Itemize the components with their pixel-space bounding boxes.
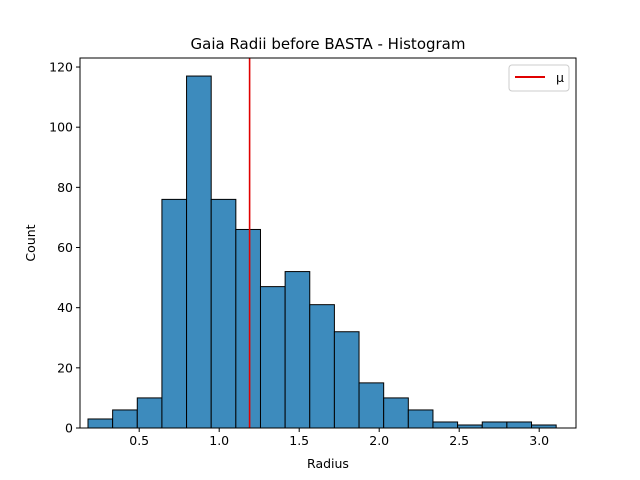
- histogram-bar-16: [481, 421, 508, 429]
- x-tick-label: 2.0: [369, 433, 389, 448]
- histogram-bar-6: [235, 228, 261, 429]
- histogram-bar-13: [407, 409, 434, 429]
- histogram-bar-0: [87, 418, 114, 429]
- x-axis-label: Radius: [307, 456, 349, 471]
- histogram-bar-1: [112, 409, 138, 429]
- chart-title: Gaia Radii before BASTA - Histogram: [191, 35, 466, 53]
- histogram-bar-11: [358, 382, 385, 429]
- y-tick-label: 20: [57, 360, 73, 375]
- y-axis-label: Count: [23, 224, 38, 261]
- y-tick-label: 120: [49, 60, 73, 75]
- legend: μ: [508, 64, 570, 92]
- y-tick-label: 80: [57, 180, 73, 195]
- histogram-bar-5: [210, 198, 237, 429]
- histogram-bar-7: [259, 286, 286, 429]
- y-tick-label: 0: [65, 421, 73, 436]
- histogram-bar-14: [432, 421, 459, 429]
- x-axis-ticks: 0.5 1.0 1.5 2.0 2.5 3.0: [129, 428, 549, 448]
- x-tick-label: 2.5: [449, 433, 469, 448]
- histogram-bar-4: [186, 75, 212, 429]
- histogram-bar-9: [309, 304, 335, 429]
- y-axis-ticks: 0 20 40 60 80 100 120: [49, 60, 80, 436]
- legend-mean-label: μ: [556, 70, 564, 85]
- histogram-bar-17: [506, 421, 533, 429]
- y-tick-label: 60: [57, 240, 73, 255]
- x-tick-label: 3.0: [529, 433, 549, 448]
- y-tick-label: 40: [57, 300, 73, 315]
- histogram-bar-8: [284, 271, 311, 429]
- histogram-bar-12: [383, 397, 409, 429]
- histogram-bar-3: [161, 198, 188, 429]
- x-tick-label: 0.5: [129, 433, 149, 448]
- histogram-bar-2: [136, 397, 163, 429]
- x-tick-label: 1.0: [209, 433, 229, 448]
- histogram-bar-10: [333, 331, 360, 429]
- x-tick-label: 1.5: [289, 433, 309, 448]
- plot-frame: [79, 57, 577, 429]
- bars-group: [87, 75, 557, 429]
- y-tick-label: 100: [49, 120, 73, 135]
